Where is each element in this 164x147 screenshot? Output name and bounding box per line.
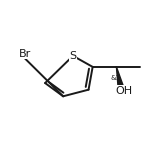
Text: &1: &1 [111, 75, 121, 81]
Text: S: S [69, 51, 77, 61]
Polygon shape [116, 67, 126, 94]
Text: OH: OH [116, 86, 133, 96]
Text: Br: Br [19, 49, 31, 59]
